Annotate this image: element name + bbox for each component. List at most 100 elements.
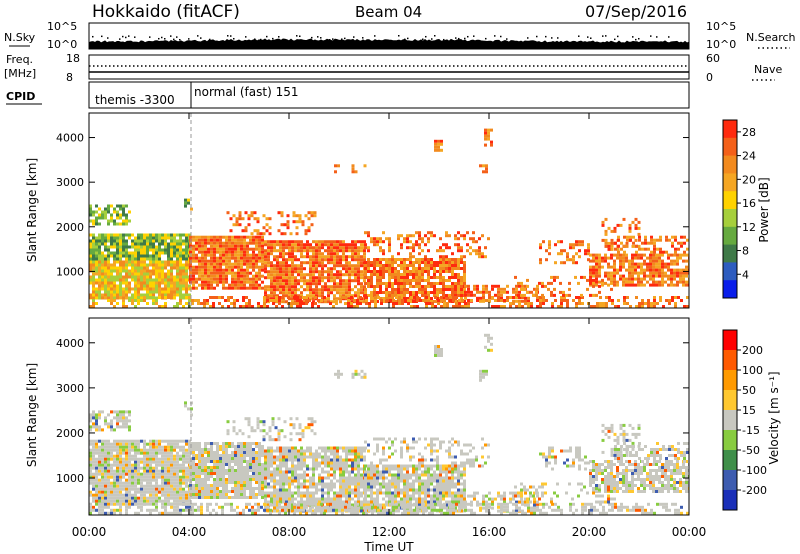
data-cell	[143, 269, 146, 273]
data-cell	[173, 457, 176, 461]
data-cell	[134, 499, 137, 503]
data-cell	[354, 249, 357, 253]
data-cell	[143, 275, 146, 279]
data-cell	[601, 280, 604, 284]
data-cell	[569, 246, 572, 250]
data-cell	[295, 226, 299, 230]
data-cell	[351, 288, 354, 292]
data-cell	[192, 238, 195, 242]
data-cell	[385, 288, 388, 291]
data-cell	[107, 493, 110, 497]
data-cell	[439, 237, 442, 241]
data-cell	[164, 466, 167, 470]
power-colorbar-label: Power [dB]	[757, 177, 771, 242]
data-cell	[619, 265, 622, 269]
data-cell	[213, 487, 216, 490]
data-cell	[222, 241, 225, 245]
data-cell	[134, 475, 137, 479]
data-cell	[364, 270, 367, 273]
data-cell	[285, 258, 288, 262]
data-cell	[333, 273, 336, 277]
data-cell	[292, 214, 296, 218]
data-cell	[478, 252, 481, 256]
data-cell	[261, 490, 264, 493]
data-cell	[324, 255, 327, 259]
data-cell	[315, 258, 318, 262]
data-cell	[242, 305, 245, 308]
data-cell	[294, 285, 297, 289]
data-cell	[192, 490, 195, 493]
data-cell	[403, 276, 406, 279]
data-cell	[104, 478, 107, 482]
data-cell	[101, 242, 104, 246]
data-cell	[297, 488, 300, 492]
data-cell	[445, 279, 448, 282]
data-cell	[282, 449, 285, 453]
data-cell	[294, 243, 297, 247]
data-cell	[440, 142, 443, 146]
data-cell	[210, 451, 213, 454]
data-cell	[110, 472, 113, 476]
data-cell	[228, 271, 231, 275]
data-cell	[455, 296, 458, 299]
data-cell	[412, 255, 415, 259]
data-cell	[673, 283, 676, 287]
data-cell	[134, 290, 137, 294]
data-cell	[562, 290, 565, 294]
data-cell	[161, 466, 164, 470]
data-cell	[113, 278, 116, 282]
data-cell	[452, 299, 455, 302]
data-cell	[267, 485, 270, 489]
data-cell	[291, 491, 294, 495]
data-cell	[164, 469, 167, 473]
data-cell	[225, 280, 228, 284]
data-cell	[563, 249, 566, 253]
data-cell	[128, 490, 131, 494]
data-cell	[101, 263, 104, 267]
data-cell	[164, 263, 167, 267]
data-cell	[137, 472, 140, 476]
data-cell	[560, 305, 563, 308]
data-cell	[119, 266, 122, 270]
data-cell	[252, 277, 255, 281]
data-cell	[357, 264, 360, 268]
data-cell	[339, 264, 342, 268]
data-cell	[207, 466, 210, 469]
data-cell	[170, 254, 173, 258]
data-cell	[370, 294, 373, 297]
data-cell	[264, 240, 267, 244]
data-cell	[225, 262, 228, 266]
data-cell	[255, 247, 258, 251]
search-dot	[149, 36, 151, 38]
data-cell	[104, 245, 107, 249]
data-cell	[288, 282, 291, 286]
data-cell	[276, 458, 279, 462]
data-cell	[252, 490, 255, 493]
data-cell	[182, 263, 185, 267]
data-cell	[182, 472, 185, 476]
data-cell	[394, 294, 397, 297]
data-cell	[113, 284, 116, 288]
data-cell	[107, 454, 110, 458]
data-cell	[613, 268, 616, 272]
data-cell	[454, 234, 457, 238]
data-cell	[234, 469, 237, 472]
data-cell	[143, 284, 146, 288]
data-cell	[592, 253, 595, 257]
data-cell	[110, 213, 113, 217]
data-cell	[119, 496, 122, 500]
data-cell	[644, 302, 647, 305]
data-cell	[637, 274, 640, 278]
data-cell	[146, 254, 149, 258]
data-cell	[285, 252, 288, 256]
data-cell	[128, 445, 131, 449]
data-cell	[318, 276, 321, 280]
data-cell	[255, 481, 258, 484]
data-cell	[382, 249, 385, 253]
data-cell	[629, 238, 632, 242]
data-cell	[330, 300, 333, 304]
data-cell	[234, 475, 237, 478]
data-cell	[604, 241, 608, 245]
data-cell	[225, 487, 228, 490]
data-cell	[379, 261, 382, 264]
